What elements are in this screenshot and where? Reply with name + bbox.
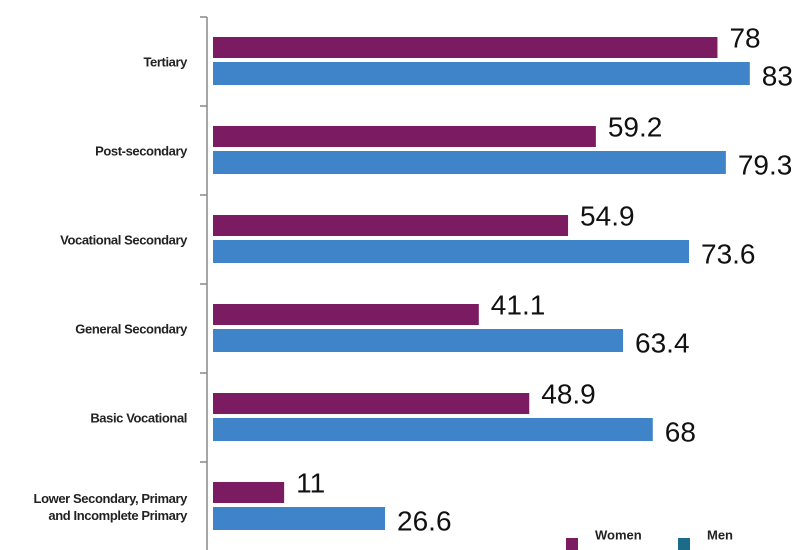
legend-swatch — [566, 538, 578, 550]
bar — [213, 37, 718, 58]
bar — [213, 304, 479, 325]
value-label: 73.6 — [701, 238, 756, 269]
bar — [213, 482, 285, 503]
category-label: Lower Secondary, Primary and Incomplete … — [33, 491, 188, 523]
value-label: 41.1 — [491, 289, 546, 320]
value-label: 48.9 — [541, 378, 596, 409]
category-label: Post-secondary — [95, 143, 187, 159]
bar — [213, 240, 689, 263]
value-label: 54.9 — [580, 200, 635, 231]
value-label: 68 — [665, 416, 696, 447]
value-label: 63.4 — [635, 327, 690, 358]
legend-swatch — [678, 538, 690, 550]
bar — [213, 393, 530, 414]
value-label: 79.3 — [738, 149, 793, 180]
value-label: 78 — [729, 22, 760, 53]
value-label: 83 — [762, 60, 793, 91]
bar — [213, 215, 569, 236]
value-label: 59.2 — [608, 111, 663, 142]
value-label: 26.6 — [397, 505, 452, 536]
bar — [213, 507, 386, 530]
category-label: Tertiary — [143, 54, 187, 70]
category-label: Basic Vocational — [90, 410, 187, 426]
bar — [213, 151, 726, 174]
legend-label: Women — [595, 527, 642, 542]
category-label: General Secondary — [75, 321, 187, 337]
legend-label: Men — [707, 527, 733, 542]
bar — [213, 62, 750, 85]
bar — [213, 329, 624, 352]
bar — [213, 418, 653, 441]
value-label: 11 — [296, 467, 325, 498]
category-label: Vocational Secondary — [60, 232, 187, 248]
bar — [213, 126, 596, 147]
